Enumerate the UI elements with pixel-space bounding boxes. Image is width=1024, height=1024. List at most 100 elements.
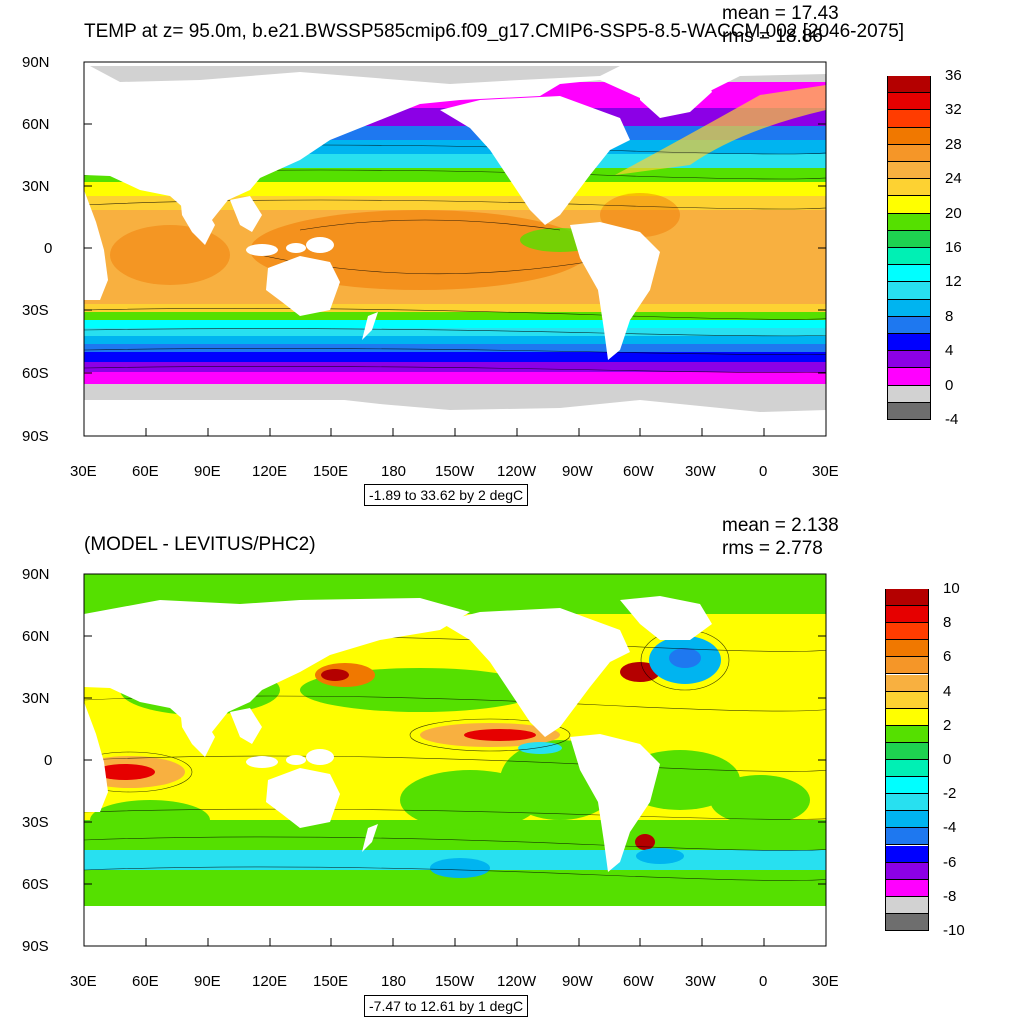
colorbar-tick-label: -8 <box>943 887 957 905</box>
colorbar-swatch <box>886 674 928 692</box>
colorbar-tick-label: -6 <box>943 853 957 871</box>
colorbar-swatch <box>886 589 928 607</box>
x-tick-label: 30E <box>812 973 839 990</box>
x-tick-label: 150W <box>435 973 475 990</box>
colorbar-swatch <box>888 248 930 266</box>
colorbar-swatch <box>888 144 930 162</box>
y-tick-label: 90S <box>22 428 49 445</box>
y-tick-label: 60N <box>22 116 50 133</box>
colorbar-tick-label: 0 <box>943 751 952 768</box>
x-tick-label: 60W <box>623 973 654 990</box>
colorbar-swatch <box>886 760 928 778</box>
colorbar-swatch <box>886 623 928 641</box>
y-tick-label: 30N <box>22 690 50 707</box>
colorbar <box>887 76 931 420</box>
y-tick-label: 0 <box>44 240 53 257</box>
x-tick-label: 180 <box>381 973 407 990</box>
colorbar-swatch <box>886 742 928 760</box>
x-tick-label: 120W <box>497 463 537 480</box>
x-tick-label: 60E <box>132 973 159 990</box>
colorbar-swatch <box>888 230 930 248</box>
y-tick-label: 30S <box>22 814 49 831</box>
colorbar-swatch <box>886 657 928 675</box>
colorbar-tick-label: -10 <box>943 922 965 939</box>
colorbar-swatch <box>888 316 930 334</box>
colorbar-swatch <box>886 879 928 897</box>
x-tick-label: 150E <box>313 463 349 480</box>
x-tick-label: 120E <box>252 973 288 990</box>
x-tick-label: 120W <box>497 973 537 990</box>
x-tick-label: 90W <box>562 973 593 990</box>
y-tick-label: 60S <box>22 365 49 382</box>
x-tick-label: 180 <box>381 463 407 480</box>
colorbar-tick-label: 8 <box>945 307 954 325</box>
colorbar-tick-label: 12 <box>945 273 962 291</box>
colorbar-tick-label: -2 <box>943 785 957 803</box>
colorbar-tick-label: 20 <box>945 204 962 222</box>
colorbar-swatch <box>888 179 930 197</box>
colorbar-tick-label: 4 <box>943 682 952 700</box>
y-tick-label: 90N <box>22 566 50 583</box>
x-tick-label: 30E <box>812 463 839 480</box>
colorbar-swatch <box>888 368 930 386</box>
x-tick-label: 0 <box>759 463 768 480</box>
mean-value: mean = 17.43 <box>722 3 839 24</box>
colorbar-tick-label: 32 <box>945 101 962 119</box>
x-tick-label: 90E <box>194 463 221 480</box>
colorbar-swatch <box>886 708 928 726</box>
y-tick-label: 90S <box>22 938 49 955</box>
colorbar-swatch <box>888 282 930 300</box>
mean-value: mean = 2.138 <box>722 515 839 536</box>
x-tick-label: 90E <box>194 973 221 990</box>
colorbar-swatch <box>886 862 928 880</box>
rms-value: rms = 18.86 <box>722 26 823 47</box>
colorbar-swatch <box>888 385 930 403</box>
colorbar-tick-label: -4 <box>945 411 959 428</box>
colorbar-swatch <box>886 777 928 795</box>
colorbar-tick-label: 16 <box>945 239 962 256</box>
colorbar-tick-label: 36 <box>945 67 962 84</box>
x-tick-label: 30W <box>685 463 716 480</box>
colorbar-swatch <box>888 93 930 111</box>
colorbar-swatch <box>888 162 930 180</box>
colorbar-tick-label: 0 <box>945 376 954 394</box>
x-tick-label: 60E <box>132 463 159 480</box>
colorbar-swatch <box>886 828 928 846</box>
colorbar-tick-label: 6 <box>943 648 952 666</box>
colorbar <box>885 589 929 931</box>
x-tick-label: 30E <box>70 463 97 480</box>
colorbar-tick-label: 2 <box>943 716 952 734</box>
colorbar-swatch <box>888 402 930 420</box>
colorbar-swatch <box>886 606 928 624</box>
colorbar-swatch <box>888 299 930 317</box>
colorbar-swatch <box>886 845 928 863</box>
colorbar-swatch <box>888 76 930 94</box>
colorbar-swatch <box>886 896 928 914</box>
x-tick-label: 30E <box>70 973 97 990</box>
colorbar-swatch <box>888 213 930 231</box>
colorbar-swatch <box>888 351 930 369</box>
contour-info-box: -7.47 to 12.61 by 1 degC <box>364 995 529 1018</box>
panel-title: TEMP at z= 95.0m, b.e21.BWSSP585cmip6.f0… <box>84 21 905 42</box>
y-tick-label: 0 <box>44 752 53 769</box>
x-tick-label: 120E <box>252 463 288 480</box>
colorbar-swatch <box>888 334 930 352</box>
colorbar-tick-label: 10 <box>943 580 960 597</box>
y-tick-label: 60S <box>22 876 49 893</box>
y-tick-label: 30S <box>22 302 49 319</box>
colorbar-tick-label: 28 <box>945 135 962 153</box>
x-tick-label: 30W <box>685 973 716 990</box>
colorbar-tick-label: -4 <box>943 819 957 837</box>
colorbar-swatch <box>886 691 928 709</box>
contour-info-box: -1.89 to 33.62 by 2 degC <box>364 484 529 507</box>
colorbar-tick-label: 8 <box>943 614 952 632</box>
colorbar-swatch <box>888 127 930 145</box>
panel-title: (MODEL - LEVITUS/PHC2) <box>84 534 316 555</box>
colorbar-tick-label: 4 <box>945 342 954 360</box>
x-tick-label: 0 <box>759 973 768 990</box>
colorbar-swatch <box>888 110 930 128</box>
x-tick-label: 150E <box>313 973 349 990</box>
colorbar-swatch <box>886 725 928 743</box>
